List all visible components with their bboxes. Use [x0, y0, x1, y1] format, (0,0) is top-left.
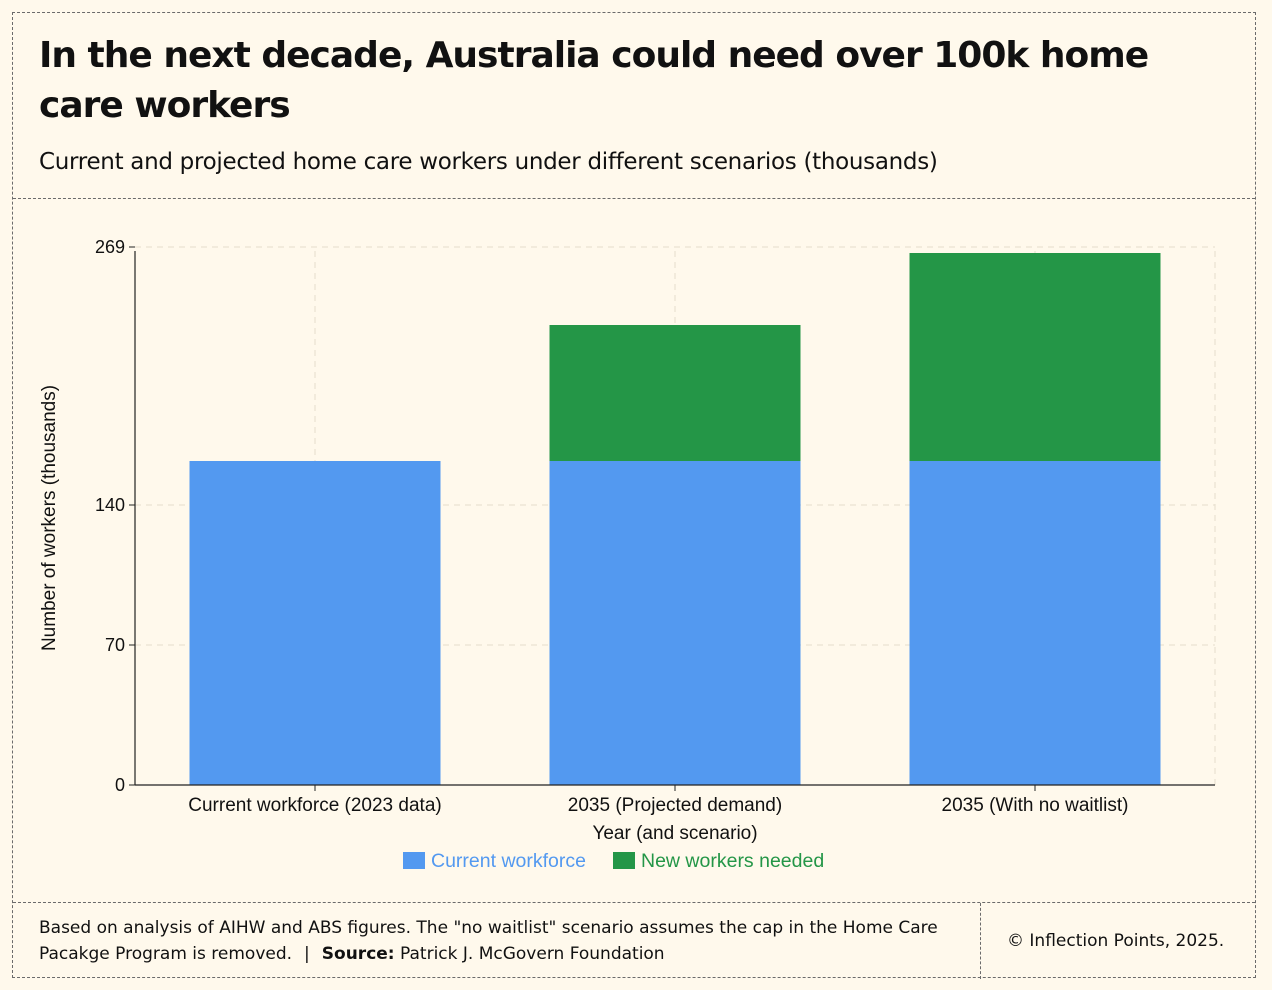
source-label: Source:: [321, 944, 395, 964]
source-text: Patrick J. McGovern Foundation: [400, 944, 665, 964]
y-tick-label: 0: [115, 775, 125, 795]
x-tick-label: Current workforce (2023 data): [188, 795, 441, 816]
footer-note: Based on analysis of AIHW and ABS figure…: [39, 915, 959, 967]
legend-swatch-current-workforce: [403, 852, 425, 869]
chart-area: 0 70 140 269 Current workforce (2023 data) 20…: [13, 199, 1255, 903]
chart-title: In the next decade, Australia could need…: [39, 35, 1149, 126]
y-tick-label: 140: [95, 495, 125, 515]
bar-chart: 0 70 140 269 Current workforce (2023 data) 20…: [39, 237, 1216, 872]
chart-subtitle: Current and projected home care workers …: [39, 149, 938, 175]
chart-footer: Based on analysis of AIHW and ABS figure…: [13, 902, 1255, 979]
x-tick-label: 2035 (Projected demand): [568, 795, 782, 816]
x-axis-label: Year (and scenario): [592, 823, 757, 844]
legend-label-new-workers: New workers needed: [641, 850, 824, 872]
footer-divider: [980, 903, 981, 979]
bar-current-workforce-3: [909, 461, 1161, 785]
bars: [189, 253, 1161, 785]
bar-new-workers-2: [549, 325, 801, 461]
footer-note-text: Based on analysis of AIHW and ABS figure…: [39, 918, 938, 964]
footer-separator: |: [304, 944, 310, 964]
y-tick-label: 70: [105, 635, 125, 655]
y-tick-label: 269: [95, 237, 125, 257]
bar-current-workforce-2: [549, 461, 801, 785]
copyright-text: © Inflection Points, 2025.: [1007, 931, 1225, 951]
bar-current-workforce-1: [189, 461, 441, 785]
chart-header: In the next decade, Australia could need…: [13, 13, 1255, 199]
chart-frame: In the next decade, Australia could need…: [12, 12, 1256, 979]
y-axis-label: Number of workers (thousands): [39, 385, 60, 651]
bar-new-workers-3: [909, 253, 1161, 461]
x-tick-label: 2035 (With no waitlist): [942, 795, 1129, 816]
legend-swatch-new-workers: [613, 852, 635, 869]
legend: Current workforce New workers needed: [403, 850, 824, 872]
legend-label-current-workforce: Current workforce: [431, 850, 586, 872]
